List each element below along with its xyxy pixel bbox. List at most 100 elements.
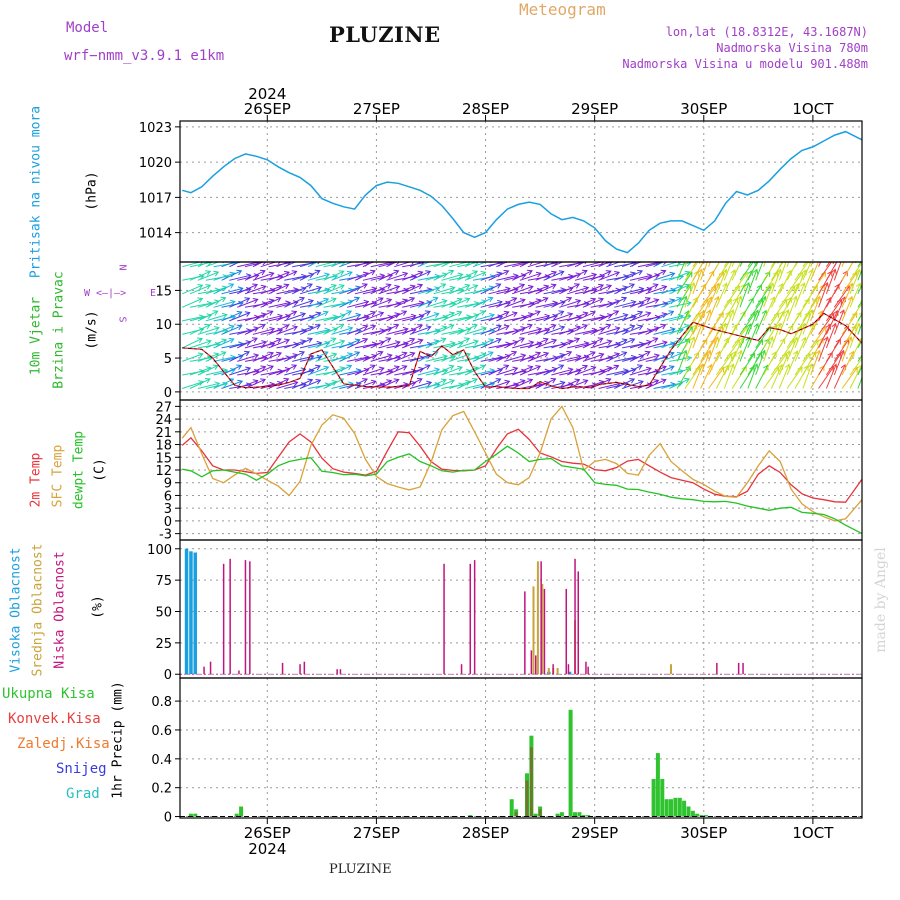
wind-arrow-head xyxy=(686,262,692,267)
wind-arrow-head xyxy=(503,310,510,317)
wind-arrow xyxy=(480,272,502,281)
wind-arrow xyxy=(221,287,243,295)
wind-arrow xyxy=(276,326,298,335)
wind-arrow-head xyxy=(489,313,495,319)
wind-arrow-head xyxy=(863,310,868,315)
wind-arrow xyxy=(825,262,838,281)
wind-arrow-head xyxy=(363,299,370,306)
wind-arrow xyxy=(739,270,753,295)
wind-arrow xyxy=(181,298,203,308)
wind-arrow-head xyxy=(768,336,774,342)
wind-arrow-head xyxy=(495,337,502,344)
wind-arrow xyxy=(386,352,407,362)
ytick-label-4-4: 0.8 xyxy=(151,695,172,710)
wind-arrow xyxy=(700,339,716,362)
wind-arrow xyxy=(386,272,408,281)
precip-total-bar xyxy=(695,813,700,817)
cloud-low-bar xyxy=(303,661,306,675)
wind-arrow-head xyxy=(362,271,369,278)
wind-arrow xyxy=(252,289,275,295)
top-date-label-4: 30SEP xyxy=(680,100,727,118)
wind-arrow xyxy=(708,312,724,335)
wind-arrow xyxy=(778,270,792,295)
wind-arrow-head xyxy=(752,363,759,370)
wind-arrow-head xyxy=(197,284,204,290)
wind-arrow-head xyxy=(652,337,659,343)
wind-arrow-head xyxy=(314,269,321,276)
wind-arrow-head xyxy=(386,298,393,304)
wind-arrow-head xyxy=(763,364,769,371)
wind-arrow xyxy=(488,302,511,308)
wind-arrow xyxy=(268,315,291,322)
cloud-low-bar xyxy=(716,662,718,675)
wind-arrow xyxy=(425,379,447,389)
wind-arrow xyxy=(676,350,687,376)
wind-arrow xyxy=(645,356,668,362)
wind-arrow xyxy=(684,262,688,267)
wind-arrow xyxy=(614,338,635,349)
wind-arrow-head xyxy=(363,367,370,374)
wind-arrow-head xyxy=(299,296,305,303)
wind-arrow-head xyxy=(362,324,369,331)
cloud-axis-label-3: Niska Oblacnost xyxy=(52,551,68,669)
wind-arrow xyxy=(441,289,464,295)
wind-arrow xyxy=(857,312,862,322)
wind-arrow xyxy=(653,328,676,335)
wind-arrow-head xyxy=(637,324,644,331)
wind-arrow xyxy=(378,270,399,281)
wind-arrow xyxy=(378,341,400,349)
wind-arrow xyxy=(574,329,597,335)
wind-arrow xyxy=(441,366,463,376)
wind-arrow-head xyxy=(581,269,588,276)
wind-arrow-head xyxy=(709,244,714,249)
wind-arrow xyxy=(802,269,813,294)
wind-arrow xyxy=(339,314,361,322)
precip-total-bar xyxy=(468,815,473,817)
wind-arrow-head xyxy=(638,300,645,307)
wind-arrow-head xyxy=(504,379,511,386)
wind-arrow-head xyxy=(567,367,574,374)
wind-arrow xyxy=(221,262,237,268)
wind-arrow-head xyxy=(591,272,598,279)
wind-arrow-head xyxy=(699,310,705,316)
wind-arrow xyxy=(488,288,511,295)
wind-arrow xyxy=(504,327,526,335)
wind-arrow-head xyxy=(520,353,527,360)
wind-arrow-head xyxy=(512,257,517,262)
wind-arrow xyxy=(723,262,733,281)
ytick-label-0-0: 1014 xyxy=(139,227,172,242)
wind-arrow xyxy=(551,340,573,349)
wind-arrow-head xyxy=(752,268,759,275)
wind-arrow xyxy=(582,284,604,295)
wind-arrow-head xyxy=(535,365,542,371)
wind-arrow-head xyxy=(771,351,777,358)
wind-arrow-head xyxy=(847,242,852,247)
wind-arrow-head xyxy=(621,338,628,345)
wind-arrow xyxy=(378,366,400,376)
wind-arrow xyxy=(574,351,596,362)
wind-arrow-head xyxy=(362,337,369,344)
wind-arrow xyxy=(472,314,495,322)
wind-arrow xyxy=(747,262,758,281)
wind-arrow xyxy=(637,370,660,376)
wind-arrow xyxy=(731,326,748,349)
wind-arrow-head xyxy=(424,310,431,316)
wind-arrow-head xyxy=(744,281,751,288)
cloud-mid-bar xyxy=(670,664,672,675)
wind-arrow xyxy=(653,299,675,308)
wind-arrow-head xyxy=(776,268,782,275)
wind-arrow xyxy=(755,296,766,322)
wind-arrow xyxy=(299,379,321,389)
wind-arrow xyxy=(417,340,439,349)
wind-arrow-head xyxy=(299,350,305,357)
wind-arrow xyxy=(417,297,438,308)
wind-arrow xyxy=(543,271,564,281)
wind-arrow-head xyxy=(238,300,244,307)
wind-arrow-head xyxy=(497,367,504,374)
wind-arrow xyxy=(802,324,815,349)
wind-arrow xyxy=(457,284,478,295)
wind-arrow-head xyxy=(198,314,205,321)
wind-arrow xyxy=(543,288,566,295)
bottom-date-label-2: 28SEP xyxy=(462,824,509,842)
wind-arrow xyxy=(786,337,798,362)
